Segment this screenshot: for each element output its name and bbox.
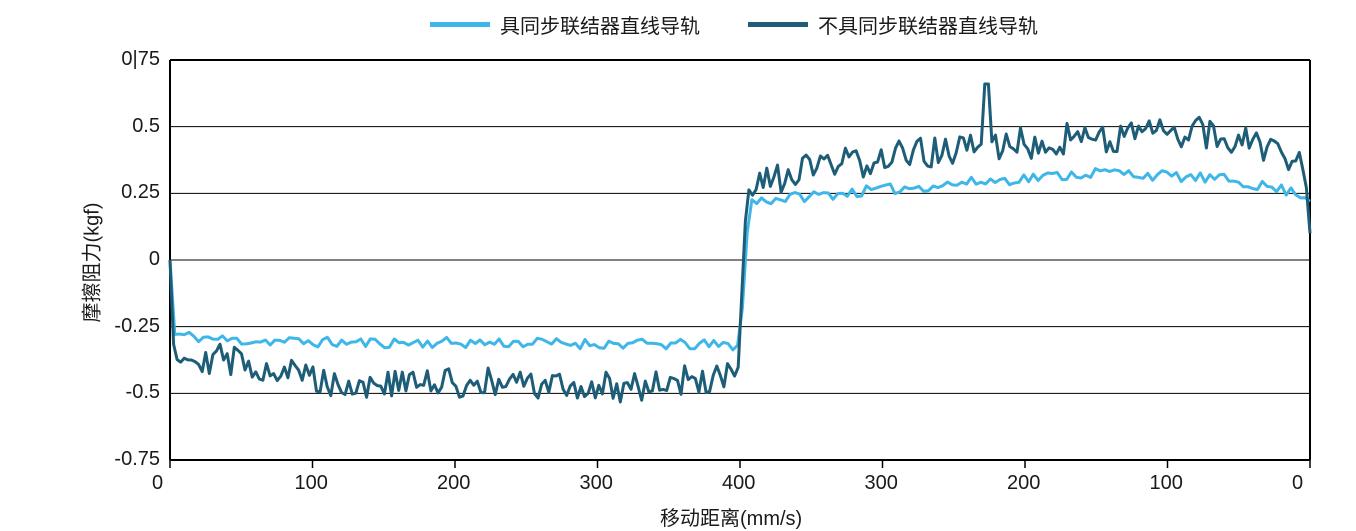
friction-chart: 具同步联结器直线导轨 不具同步联结器直线导轨 摩擦阻力(kgf) 移动距离(mm… bbox=[0, 0, 1356, 531]
x-tick-label: 0 bbox=[1292, 472, 1303, 495]
y-tick-label: -0.25 bbox=[114, 315, 160, 338]
x-tick-label: 300 bbox=[865, 472, 898, 495]
x-tick-label: 100 bbox=[1150, 472, 1183, 495]
y-tick-label: 0|75 bbox=[121, 48, 160, 71]
legend-item-with-sync: 具同步联结器直线导轨 bbox=[430, 10, 700, 39]
series-without-sync bbox=[170, 84, 1310, 402]
x-axis-label: 移动距离(mm/s) bbox=[660, 502, 802, 531]
legend-label-without-sync: 不具同步联结器直线导轨 bbox=[818, 10, 1038, 39]
x-tick-label: 0 bbox=[152, 472, 163, 495]
y-tick-label: 0.5 bbox=[132, 115, 160, 138]
y-tick-label: 0 bbox=[149, 248, 160, 271]
plot-area bbox=[0, 0, 1356, 531]
legend-item-without-sync: 不具同步联结器直线导轨 bbox=[748, 10, 1038, 39]
x-tick-label: 100 bbox=[295, 472, 328, 495]
legend-swatch-with-sync bbox=[430, 22, 490, 27]
x-tick-label: 200 bbox=[437, 472, 470, 495]
y-axis-label: 摩擦阻力(kgf) bbox=[76, 203, 105, 323]
y-tick-label: -0.75 bbox=[114, 448, 160, 471]
y-tick-label: -0.5 bbox=[126, 381, 160, 404]
legend-label-with-sync: 具同步联结器直线导轨 bbox=[500, 10, 700, 39]
legend: 具同步联结器直线导轨 不具同步联结器直线导轨 bbox=[430, 10, 1038, 39]
legend-swatch-without-sync bbox=[748, 22, 808, 27]
y-tick-label: 0.25 bbox=[121, 181, 160, 204]
x-tick-label: 200 bbox=[1007, 472, 1040, 495]
x-tick-label: 300 bbox=[580, 472, 613, 495]
x-tick-label: 400 bbox=[722, 472, 755, 495]
